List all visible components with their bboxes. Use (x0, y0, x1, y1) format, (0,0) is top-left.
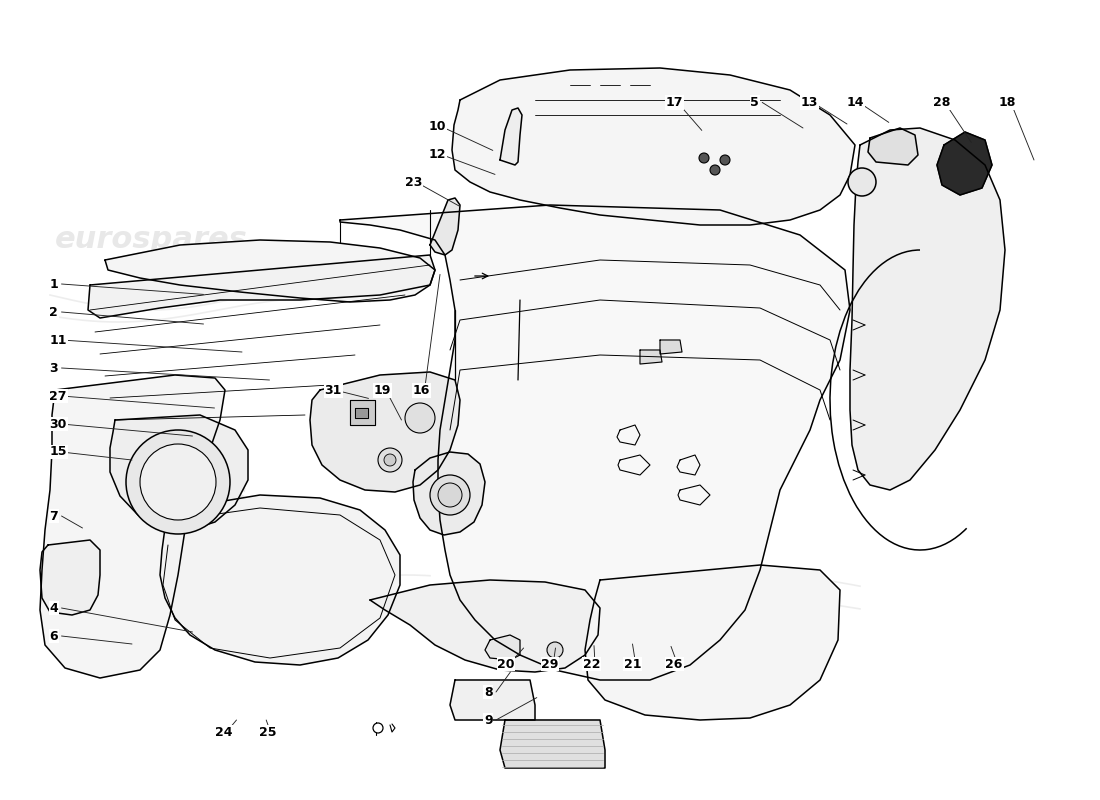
Polygon shape (450, 680, 535, 720)
Polygon shape (350, 400, 375, 425)
Text: 21: 21 (624, 658, 641, 670)
Polygon shape (660, 340, 682, 354)
Polygon shape (585, 565, 840, 720)
Text: 13: 13 (801, 96, 818, 109)
Text: 10: 10 (429, 120, 447, 133)
Text: 7: 7 (50, 510, 58, 522)
Polygon shape (937, 132, 992, 195)
Text: 28: 28 (933, 96, 950, 109)
Text: 22: 22 (583, 658, 601, 670)
Polygon shape (370, 580, 600, 672)
Text: 18: 18 (999, 96, 1016, 109)
Text: 8: 8 (484, 686, 493, 698)
Text: 1: 1 (50, 278, 58, 290)
Circle shape (140, 444, 216, 520)
Polygon shape (160, 495, 400, 665)
Polygon shape (850, 128, 1005, 490)
Text: 2: 2 (50, 306, 58, 318)
Polygon shape (110, 415, 248, 530)
Polygon shape (40, 375, 225, 678)
Circle shape (405, 403, 435, 433)
Text: 15: 15 (50, 446, 67, 458)
Circle shape (848, 168, 876, 196)
Polygon shape (355, 408, 368, 418)
Polygon shape (88, 255, 434, 318)
Text: eurospares: eurospares (528, 226, 720, 254)
Text: 31: 31 (324, 384, 342, 397)
Text: 5: 5 (750, 96, 759, 109)
Text: 20: 20 (497, 658, 515, 670)
Circle shape (720, 155, 730, 165)
Text: eurospares: eurospares (528, 482, 720, 510)
Text: 27: 27 (50, 390, 67, 402)
Circle shape (698, 153, 710, 163)
Text: 29: 29 (541, 658, 559, 670)
Text: 16: 16 (412, 384, 430, 397)
Polygon shape (640, 350, 662, 364)
Polygon shape (104, 240, 435, 302)
Polygon shape (430, 198, 460, 255)
Text: 6: 6 (50, 630, 58, 642)
Text: 3: 3 (50, 362, 58, 374)
Polygon shape (868, 128, 918, 165)
Text: 11: 11 (50, 334, 67, 346)
Polygon shape (40, 540, 100, 615)
Text: 14: 14 (847, 96, 865, 109)
Polygon shape (310, 372, 460, 492)
Circle shape (430, 475, 470, 515)
Text: 30: 30 (50, 418, 67, 430)
Text: 12: 12 (429, 148, 447, 161)
Text: 19: 19 (374, 384, 392, 397)
Circle shape (438, 483, 462, 507)
Text: 17: 17 (666, 96, 683, 109)
Polygon shape (485, 635, 520, 660)
Text: eurospares: eurospares (55, 482, 248, 510)
Polygon shape (340, 205, 850, 680)
Circle shape (384, 454, 396, 466)
Text: 23: 23 (405, 176, 422, 189)
Polygon shape (412, 452, 485, 535)
Text: eurospares: eurospares (55, 226, 248, 254)
Circle shape (378, 448, 402, 472)
Text: 4: 4 (50, 602, 58, 614)
Circle shape (710, 165, 720, 175)
Text: 25: 25 (258, 726, 276, 738)
Circle shape (373, 723, 383, 733)
Text: 24: 24 (214, 726, 232, 738)
Circle shape (126, 430, 230, 534)
Polygon shape (452, 68, 855, 225)
Polygon shape (500, 720, 605, 768)
Text: 26: 26 (666, 658, 683, 670)
Circle shape (547, 642, 563, 658)
Text: 9: 9 (484, 714, 493, 726)
Polygon shape (500, 108, 522, 165)
